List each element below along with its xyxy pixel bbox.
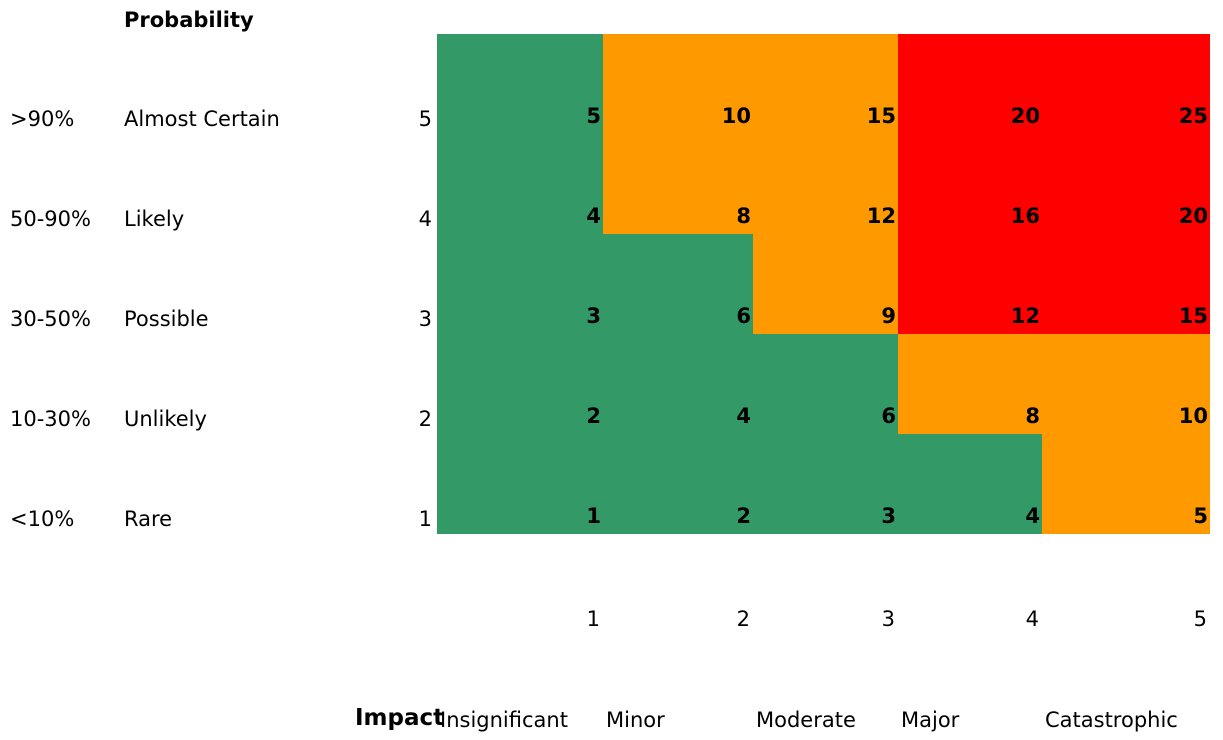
matrix-cell-r2-c3: 6	[753, 334, 898, 434]
matrix-cell-r1-c1: 1	[437, 434, 603, 534]
impact-label: Minor	[606, 708, 665, 732]
matrix-cell-r5-c5: 25	[1042, 34, 1210, 134]
probability-percentage: <10%	[10, 507, 75, 531]
impact-label: Catastrophic	[1045, 708, 1178, 732]
matrix-cell-r2-c1: 2	[437, 334, 603, 434]
matrix-cell-r1-c5: 5	[1042, 434, 1210, 534]
probability-label: Rare	[124, 507, 173, 531]
matrix-cell-r3-c2: 6	[603, 234, 753, 334]
matrix-cell-r3-c3: 9	[753, 234, 898, 334]
probability-label: Possible	[124, 307, 209, 331]
probability-percentage: 50-90%	[10, 207, 91, 231]
matrix-cell-r5-c1: 5	[437, 34, 603, 134]
probability-label: Likely	[124, 207, 185, 231]
matrix-cell-r5-c3: 15	[753, 34, 898, 134]
probability-label: Unlikely	[124, 407, 207, 431]
probability-percentage: 10-30%	[10, 407, 91, 431]
probability-level: 4	[418, 207, 432, 231]
probability-level: 1	[418, 507, 432, 531]
matrix-cell-r1-c2: 2	[603, 434, 753, 534]
impact-level: 3	[881, 607, 895, 631]
probability-percentage: >90%	[10, 107, 75, 131]
chart-title: Probability	[124, 8, 254, 32]
matrix-cell-r3-c1: 3	[437, 234, 603, 334]
matrix-cell-r2-c4: 8	[898, 334, 1042, 434]
matrix-cell-r2-c2: 4	[603, 334, 753, 434]
impact-level: 5	[1193, 607, 1207, 631]
probability-label: Almost Certain	[124, 107, 280, 131]
risk-matrix: 5 10 15 20 25 4 8 12 16 20 3 6 9 12 15 2 4 6 8 10 1 2 3 4 5	[437, 34, 1210, 535]
impact-level: 2	[736, 607, 750, 631]
probability-level: 3	[418, 307, 432, 331]
probability-level: 2	[418, 407, 432, 431]
impact-level: 4	[1025, 607, 1039, 631]
probability-level: 5	[418, 107, 432, 131]
matrix-cell-r3-c5: 15	[1042, 234, 1210, 334]
matrix-cell-r5-c4: 20	[898, 34, 1042, 134]
matrix-cell-r4-c2: 8	[603, 134, 753, 234]
impact-label: Moderate	[756, 708, 856, 732]
matrix-cell-r4-c3: 12	[753, 134, 898, 234]
matrix-cell-r1-c4: 4	[898, 434, 1042, 534]
matrix-cell-r3-c4: 12	[898, 234, 1042, 334]
impact-label: Major	[901, 708, 960, 732]
matrix-cell-r4-c1: 4	[437, 134, 603, 234]
matrix-cell-r1-c3: 3	[753, 434, 898, 534]
matrix-cell-r4-c4: 16	[898, 134, 1042, 234]
probability-percentage: 30-50%	[10, 307, 91, 331]
impact-label: Insignificant	[440, 708, 568, 732]
matrix-cell-r5-c2: 10	[603, 34, 753, 134]
matrix-cell-r2-c5: 10	[1042, 334, 1210, 434]
matrix-cell-r4-c5: 20	[1042, 134, 1210, 234]
impact-level: 1	[586, 607, 600, 631]
impact-axis-title: Impact	[355, 705, 445, 731]
